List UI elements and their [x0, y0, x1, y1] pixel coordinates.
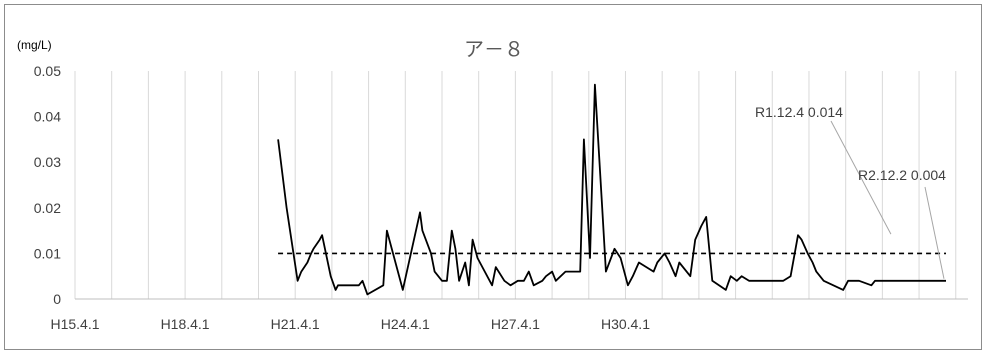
annotation-label-2: R2.12.2 0.004 [858, 167, 946, 183]
x-tick-label: H18.4.1 [161, 316, 210, 332]
x-tick-label: H21.4.1 [271, 316, 320, 332]
y-tick-label: 0.01 [34, 245, 61, 261]
y-tick-label: 0.02 [34, 200, 61, 216]
grid-lines [74, 71, 968, 300]
annotation-layer: R1.12.4 0.014 R2.12.2 0.004 [755, 104, 946, 279]
y-tick-label: 0 [53, 291, 61, 307]
y-tick-label: 0.04 [34, 109, 61, 125]
annotation-callout-1 [830, 120, 892, 235]
line-chart: (mg/L) ア－８ 0 0.01 0.02 0.03 0.04 0.05 H15.4.1… [17, 38, 968, 332]
chart-title: ア－８ [464, 39, 524, 61]
x-tick-label: H27.4.1 [491, 316, 540, 332]
x-tick-label: H24.4.1 [381, 316, 430, 332]
series-layer [277, 83, 946, 296]
chart-frame: (mg/L) ア－８ 0 0.01 0.02 0.03 0.04 0.05 H15.4.1… [4, 4, 982, 350]
y-tick-labels: 0 0.01 0.02 0.03 0.04 0.05 [34, 63, 61, 307]
series-line [277, 83, 946, 296]
x-tick-labels: H15.4.1 H18.4.1 H21.4.1 H24.4.1 H27.4.1 H30.4… [50, 316, 650, 332]
annotation-label-1: R1.12.4 0.014 [755, 104, 843, 120]
y-tick-label: 0.03 [34, 154, 61, 170]
y-axis-unit: (mg/L) [17, 38, 52, 52]
x-tick-label: H15.4.1 [50, 316, 99, 332]
y-tick-label: 0.05 [34, 63, 61, 79]
annotation-callout-2 [924, 186, 945, 279]
x-tick-label: H30.4.1 [601, 316, 650, 332]
